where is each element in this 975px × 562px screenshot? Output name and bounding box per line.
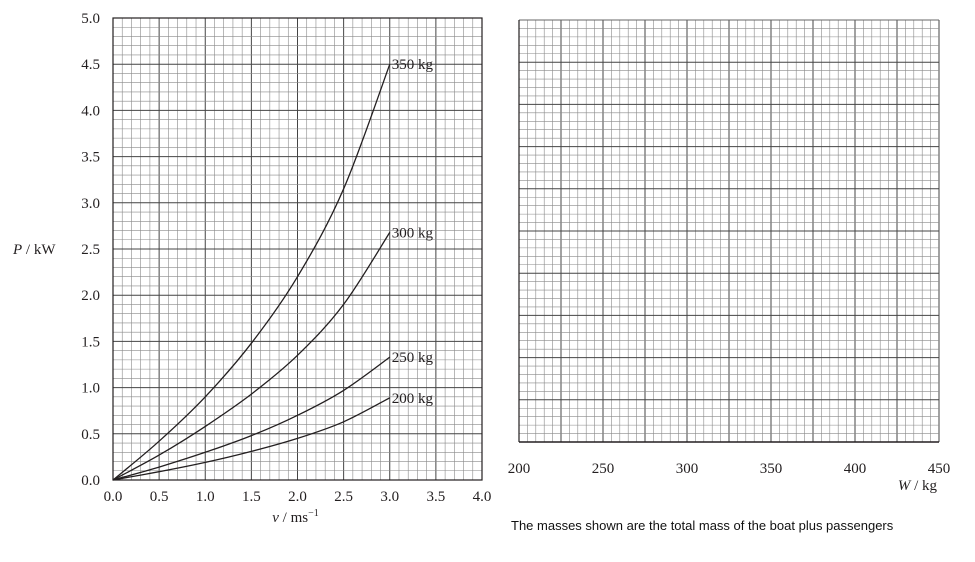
y-tick-label: 1.0 — [81, 381, 100, 397]
y-tick-label: 1.5 — [81, 334, 100, 350]
x-tick-label: 350 — [760, 461, 783, 477]
x-tick-label: 250 — [592, 461, 615, 477]
series-label: 250 kg — [392, 350, 434, 366]
y-tick-label: 5.0 — [81, 11, 100, 27]
plot-frame — [112, 17, 483, 481]
x-tick-label: 3.5 — [427, 489, 446, 505]
y-tick-label: 3.5 — [81, 150, 100, 166]
caption: The masses shown are the total mass of t… — [511, 518, 894, 533]
x-tick-label: 2.5 — [334, 489, 353, 505]
y-tick-label: 2.0 — [81, 288, 100, 304]
series-line — [112, 232, 391, 481]
x-tick-label: 450 — [928, 461, 951, 477]
series-label: 300 kg — [392, 225, 434, 241]
x-tick-label: 0.5 — [150, 489, 169, 505]
x-tick-label: 300 — [676, 461, 699, 477]
series-label: 350 kg — [392, 57, 434, 73]
x-tick-label: 3.0 — [380, 489, 399, 505]
series-line — [112, 63, 391, 481]
grid — [112, 17, 483, 481]
x-tick-label: 1.0 — [196, 489, 215, 505]
x-tick-label: 2.0 — [288, 489, 307, 505]
x-tick-label: 0.0 — [104, 489, 123, 505]
y-axis-label: P / kW — [12, 242, 56, 258]
grid — [518, 19, 940, 443]
x-axis-label: v / ms−1 — [272, 508, 319, 526]
x-tick-label: 1.5 — [242, 489, 261, 505]
x-tick-label: 200 — [508, 461, 531, 477]
y-tick-label: 4.5 — [81, 57, 100, 73]
chart-power-vs-speed: 0.0 0.5 1.0 1.5 2.0 2.5 3.0 3.5 4.0 0.0 0.5 1.0 1.5 2… — [12, 11, 491, 526]
y-tick-label: 0.5 — [81, 427, 100, 443]
series-line — [112, 397, 391, 481]
y-tick-label: 4.0 — [81, 103, 100, 119]
x-tick-label: 4.0 — [473, 489, 492, 505]
y-tick-label: 2.5 — [81, 242, 100, 258]
series-line — [112, 356, 391, 481]
series-label: 200 kg — [392, 391, 434, 407]
y-tick-label: 3.0 — [81, 196, 100, 212]
y-tick-label: 0.0 — [81, 473, 100, 489]
x-axis-label: W / kg — [898, 478, 938, 494]
x-tick-label: 400 — [844, 461, 867, 477]
